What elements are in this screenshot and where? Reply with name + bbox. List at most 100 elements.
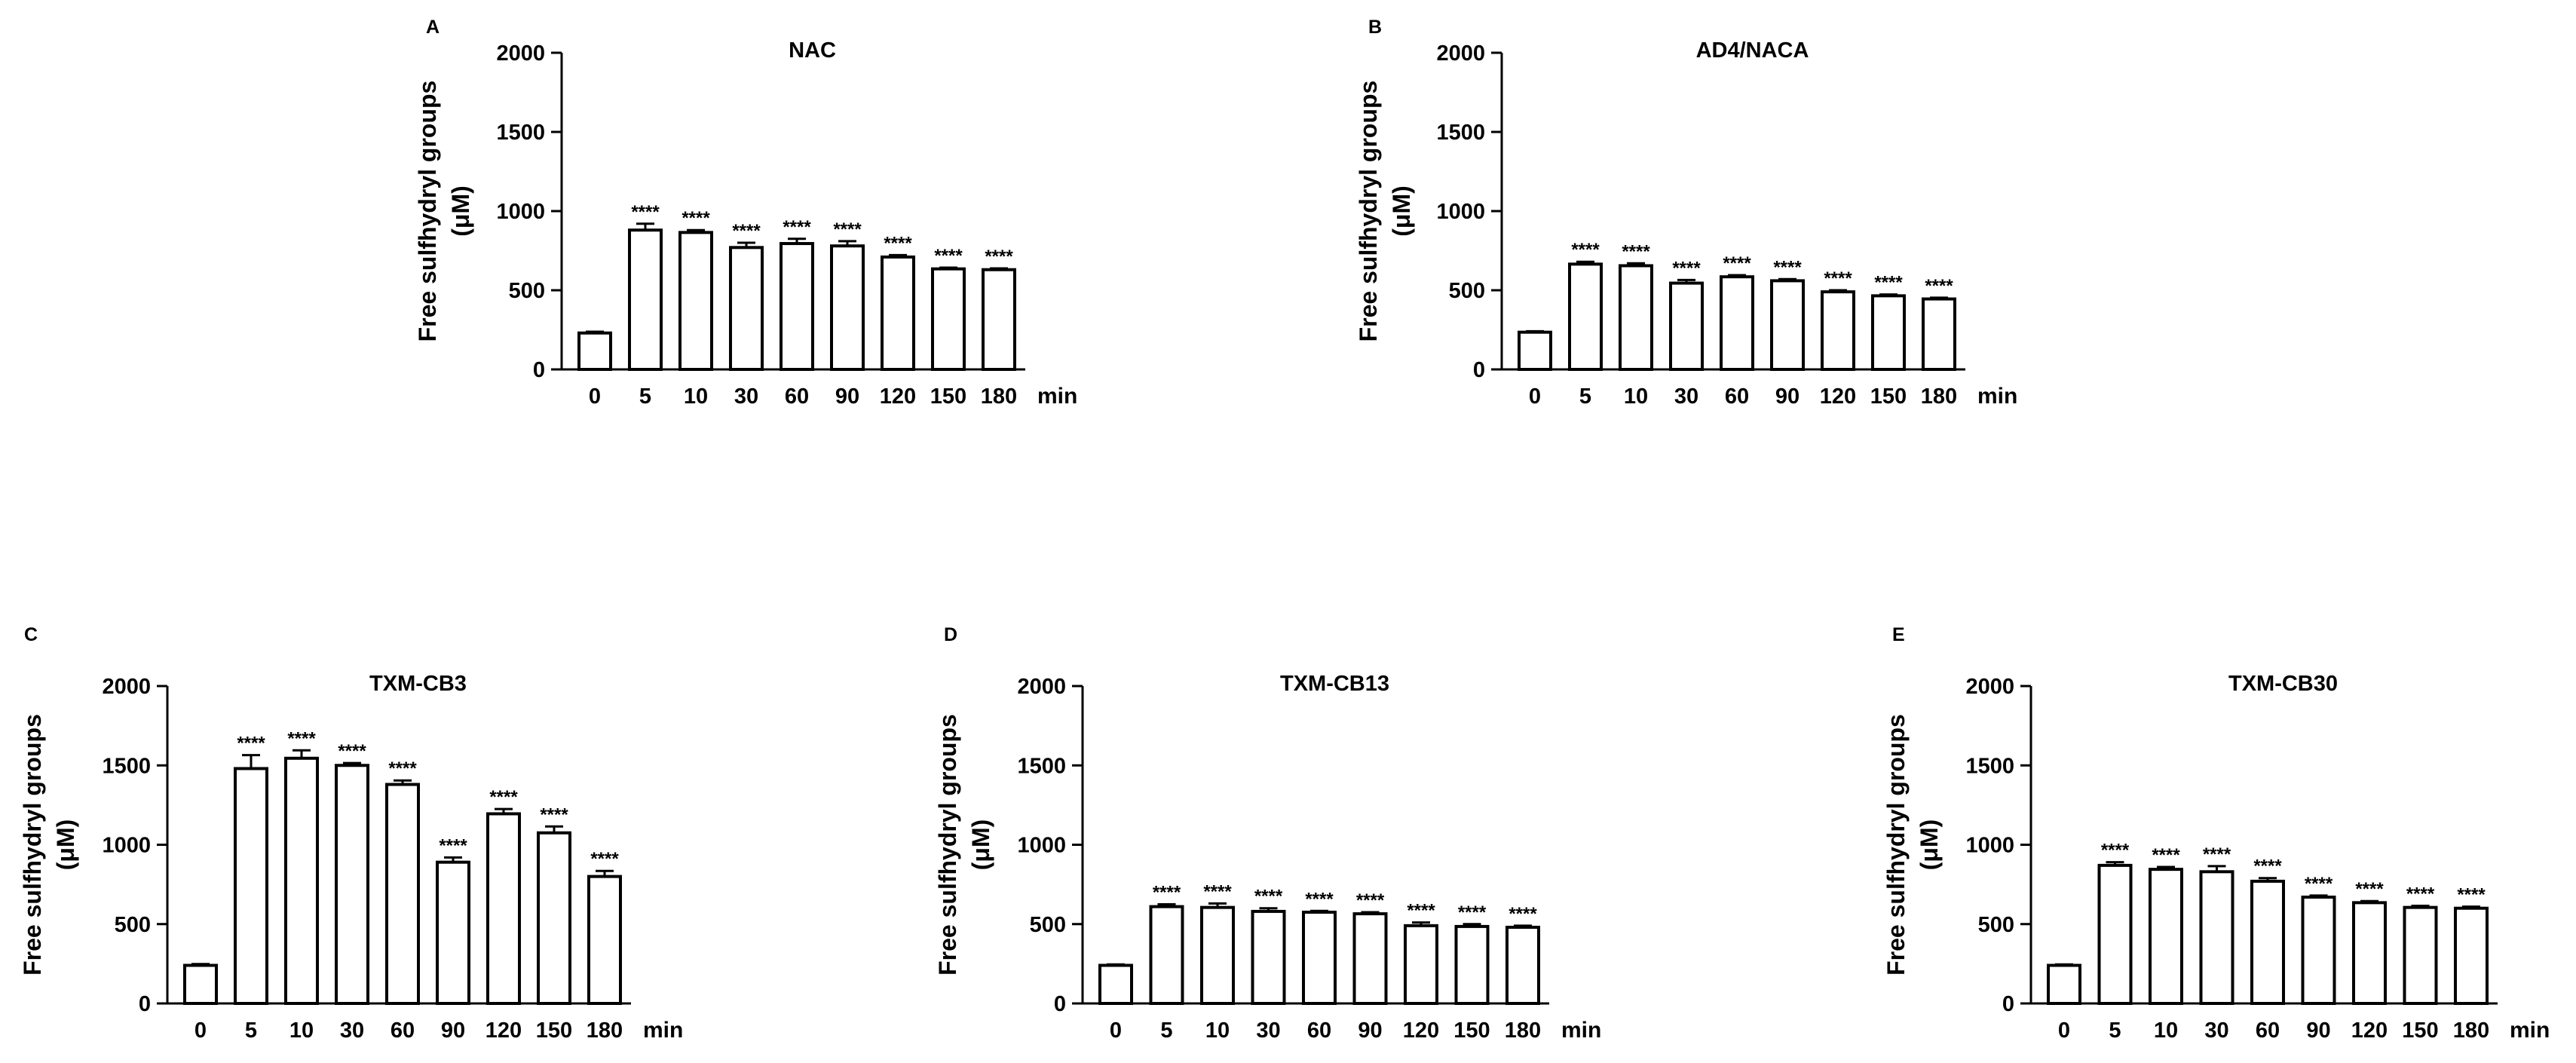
x-tick-label: 150 (536, 1019, 572, 1043)
bar (830, 244, 865, 372)
significance-label: **** (1925, 276, 1953, 296)
x-axis-label: min (1037, 384, 1077, 409)
bar (1302, 910, 1337, 1006)
significance-label: **** (1622, 241, 1650, 262)
significance-label: **** (1509, 904, 1537, 924)
bar (537, 831, 571, 1006)
x-tick-label: 180 (1505, 1019, 1541, 1043)
x-tick-label: 60 (391, 1019, 415, 1043)
x-tick-label: 90 (441, 1019, 465, 1043)
y-tick-label: 1000 (1017, 834, 1066, 858)
bar (780, 242, 814, 371)
x-tick-label: 30 (340, 1019, 364, 1043)
x-tick-label: 150 (1870, 384, 1907, 409)
y-tick-label: 2000 (102, 675, 151, 699)
bar (1518, 330, 1552, 371)
x-tick-label: 5 (245, 1019, 257, 1043)
bar (982, 268, 1016, 372)
bar (2250, 879, 2285, 1006)
panel-label: E (1892, 624, 1905, 645)
bar (577, 331, 612, 372)
x-tick-label: 150 (2402, 1019, 2438, 1043)
y-axis-label-unit: (μM) (967, 819, 994, 871)
panel-label: C (24, 624, 38, 645)
x-tick-label: 30 (2204, 1019, 2228, 1043)
bar (1720, 275, 1754, 371)
significance-label: **** (1723, 253, 1751, 274)
chart-title: TXM-CB13 (1280, 672, 1389, 696)
significance-label: **** (540, 804, 568, 825)
panel-label: A (426, 17, 440, 38)
bar (729, 246, 764, 371)
bar (2097, 863, 2133, 1005)
x-tick-label: 0 (195, 1019, 207, 1043)
y-tick-label: 2000 (1436, 41, 1485, 66)
chart-title: TXM-CB3 (369, 672, 467, 696)
x-tick-label: 5 (2109, 1019, 2121, 1043)
significance-label: **** (338, 741, 366, 761)
bar (1404, 924, 1438, 1005)
bar (2454, 906, 2489, 1005)
bar (1098, 963, 1133, 1005)
y-tick-label: 0 (1054, 992, 1066, 1016)
x-tick-label: 90 (1358, 1019, 1382, 1043)
bar (628, 228, 663, 372)
significance-label: **** (2253, 856, 2282, 877)
y-tick-label: 1500 (1436, 121, 1485, 145)
panel-label: D (944, 624, 957, 645)
y-tick-label: 1500 (1017, 754, 1066, 778)
bar (1200, 905, 1235, 1005)
x-tick-label: 60 (1307, 1019, 1331, 1043)
significance-label: **** (934, 246, 963, 266)
y-tick-label: 0 (533, 358, 545, 382)
x-axis-label: min (643, 1018, 683, 1043)
y-tick-label: 1000 (102, 834, 151, 858)
significance-label: **** (1874, 273, 1903, 293)
y-tick-label: 1000 (496, 200, 545, 224)
significance-label: **** (237, 734, 265, 754)
bar (2403, 905, 2438, 1005)
significance-label: **** (631, 202, 660, 222)
chart-panel-b: B AD4/NACA Free sulfhydryl groups (μM) 0 500 1… (1355, 17, 2017, 409)
bar (1770, 279, 1805, 371)
significance-label: **** (2152, 845, 2180, 865)
bar (385, 783, 420, 1005)
x-tick-label: 30 (1674, 384, 1698, 409)
bar (1568, 262, 1603, 371)
x-tick-label: 0 (589, 384, 601, 409)
bar (931, 267, 966, 371)
x-tick-label: 5 (1579, 384, 1591, 409)
y-tick-label: 500 (115, 913, 151, 937)
x-tick-label: 150 (930, 384, 966, 409)
x-axis-label: min (1561, 1018, 1601, 1043)
significance-label: **** (388, 758, 417, 779)
y-axis-label: Free sulfhydryl groups (1355, 81, 1382, 342)
panel-label: B (1368, 17, 1382, 38)
significance-label: **** (1356, 890, 1385, 911)
x-tick-label: 180 (981, 384, 1017, 409)
significance-label: **** (439, 835, 467, 856)
significance-label: **** (833, 219, 862, 240)
x-tick-label: 120 (2351, 1019, 2388, 1043)
significance-label: **** (2203, 844, 2231, 865)
significance-label: **** (2355, 879, 2384, 899)
x-tick-label: 180 (587, 1019, 623, 1043)
y-axis-label: Free sulfhydryl groups (1882, 714, 1910, 976)
bar (1454, 924, 1490, 1005)
significance-label: **** (1305, 889, 1334, 909)
x-tick-label: 120 (485, 1019, 522, 1043)
x-tick-label: 120 (1820, 384, 1856, 409)
bar (486, 812, 521, 1006)
bar (2149, 868, 2183, 1005)
y-tick-label: 1000 (1436, 200, 1485, 224)
x-tick-label: 180 (2453, 1019, 2489, 1043)
y-axis-label-unit: (μM) (52, 819, 79, 871)
x-tick-label: 10 (684, 384, 708, 409)
x-tick-label: 30 (1256, 1019, 1280, 1043)
bar (2301, 895, 2336, 1005)
x-tick-label: 10 (1205, 1019, 1230, 1043)
y-axis-label-unit: (μM) (447, 185, 474, 237)
bar (2352, 901, 2387, 1006)
